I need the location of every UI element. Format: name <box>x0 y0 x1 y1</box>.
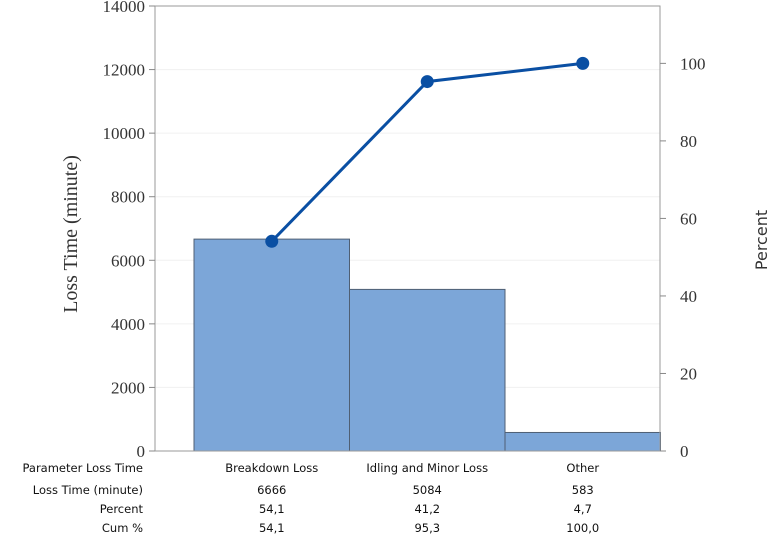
table-cell: 41,2 <box>414 502 440 516</box>
y-tick-label: 8000 <box>111 188 145 207</box>
y-axis-title: Loss Time (minute) <box>60 155 82 313</box>
y-tick-label: 4000 <box>111 315 145 334</box>
y2-tick-label: 80 <box>680 132 697 151</box>
axes <box>154 5 661 452</box>
table-header-label: Parameter Loss Time <box>22 461 143 475</box>
bars <box>193 238 661 452</box>
cumulative-point <box>576 56 590 70</box>
y2-tick-label: 60 <box>680 209 697 228</box>
plot-frame <box>154 5 661 452</box>
cumulative-line <box>265 56 590 248</box>
table-category: Other <box>566 461 599 475</box>
table-row-label: Cum % <box>102 521 143 535</box>
summary-table: Parameter Loss Time Breakdown Loss Idling… <box>22 461 599 535</box>
y-tick-label: 2000 <box>111 378 145 397</box>
table-row-label: Loss Time (minute) <box>33 483 143 497</box>
table-cell: 95,3 <box>414 521 440 535</box>
y-tick-label: 12000 <box>103 61 146 80</box>
table-cell: 54,1 <box>259 521 285 535</box>
left-axis-ticks: 0 2000 4000 6000 8000 10000 12000 14000 <box>103 0 155 461</box>
table-row-label: Percent <box>100 502 144 516</box>
y2-tick-label: 20 <box>680 364 697 383</box>
y-tick-label: 14000 <box>103 0 146 16</box>
bar <box>349 288 506 452</box>
table-cell: 4,7 <box>574 502 592 516</box>
cumulative-point <box>265 234 279 248</box>
table-cell: 100,0 <box>566 521 599 535</box>
y2-tick-label: 40 <box>680 287 697 306</box>
right-axis-ticks: 0 20 40 60 80 100 <box>660 54 706 461</box>
bar <box>193 238 350 452</box>
table-category: Breakdown Loss <box>225 461 318 475</box>
y-tick-label: 10000 <box>103 124 146 143</box>
table-category: Idling and Minor Loss <box>366 461 488 475</box>
table-cell: 6666 <box>257 483 286 497</box>
cumulative-line-path <box>270 61 583 243</box>
table-cell: 5084 <box>413 483 442 497</box>
table-cell: 54,1 <box>259 502 285 516</box>
y-tick-label: 6000 <box>111 251 145 270</box>
y2-tick-label: 100 <box>680 54 706 73</box>
y-tick-label: 0 <box>137 442 146 461</box>
bar <box>504 431 661 452</box>
cumulative-point <box>420 75 434 89</box>
y2-axis-title: Percent <box>752 210 767 270</box>
y2-tick-label: 0 <box>680 442 689 461</box>
table-cell: 583 <box>572 483 594 497</box>
